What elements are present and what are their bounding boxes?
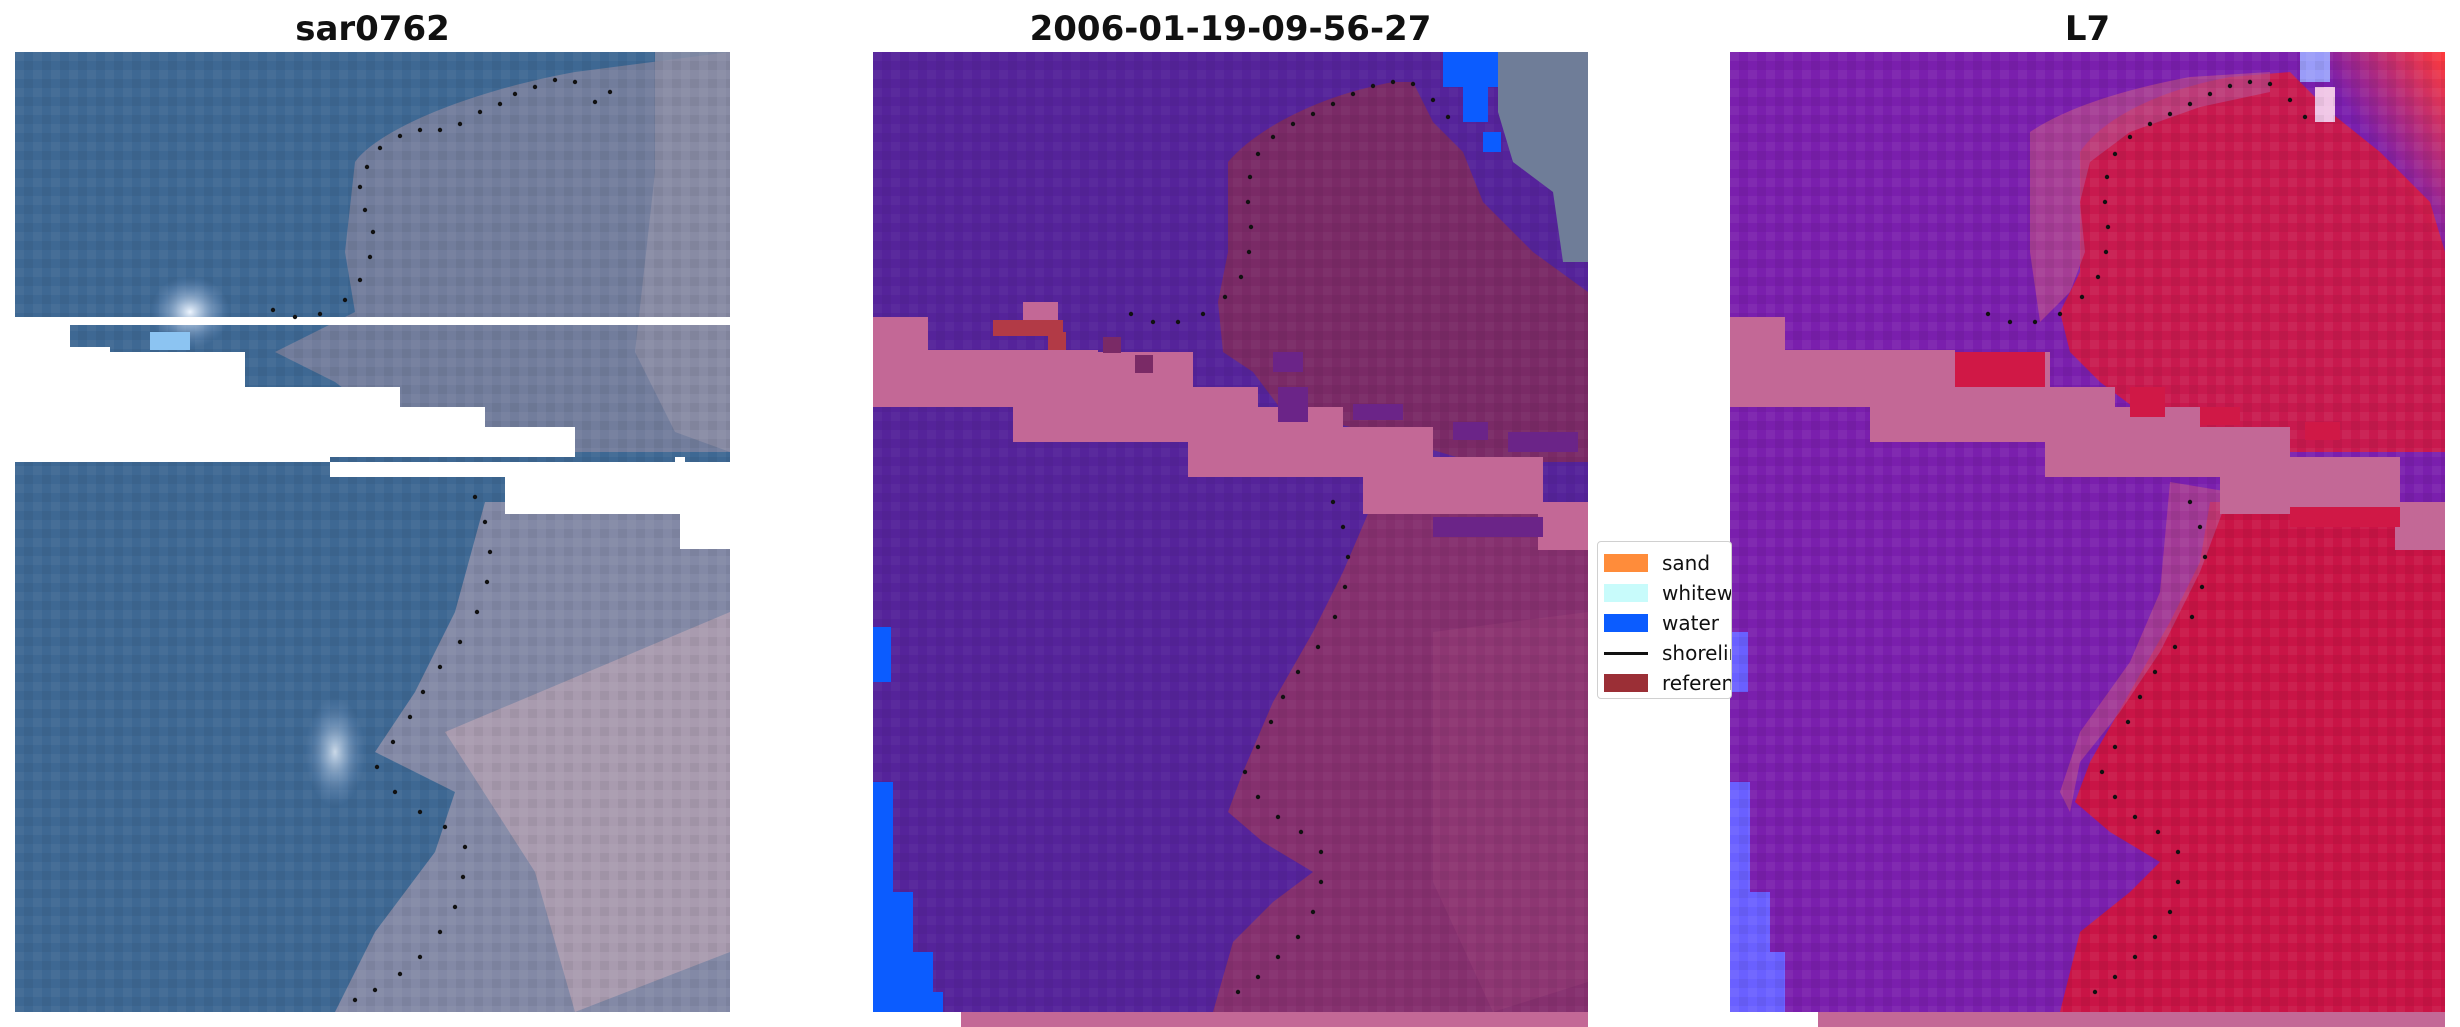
legend-item-water: water [1604, 610, 1719, 636]
panel-title-left: sar0762 [295, 9, 450, 49]
sand-swatch [1604, 554, 1648, 572]
panel-title-right: L7 [2064, 9, 2111, 49]
legend-item-shoreline: shoreline [1604, 640, 1731, 666]
legend-label-water: water [1662, 611, 1719, 635]
whitewater-swatch [1604, 584, 1648, 602]
classification-panel [873, 52, 1588, 1027]
legend: sand whitewater water shoreline referenc… [1597, 541, 1732, 699]
panel-title-middle: 2006-01-19-09-56-27 [1029, 9, 1432, 49]
legend-label-shoreline: shoreline [1662, 641, 1731, 665]
index-image [1730, 52, 2445, 1027]
water-swatch [1604, 614, 1648, 632]
classification-image [873, 52, 1588, 1027]
legend-label-sand: sand [1662, 551, 1711, 575]
reference-shoreline-swatch [1604, 674, 1648, 692]
rgb-image-panel [15, 52, 730, 1012]
index-panel [1730, 52, 2445, 1027]
legend-label-whitewater: whitewater [1662, 581, 1732, 605]
legend-item-whitewater: whitewater [1604, 580, 1732, 606]
shoreline-line-swatch [1604, 651, 1648, 655]
rgb-image [15, 52, 730, 1012]
legend-item-reference-shoreline: reference shoreline [1604, 670, 1731, 696]
legend-item-sand: sand [1604, 550, 1710, 576]
legend-label-reference-shoreline: reference shoreline [1662, 671, 1731, 695]
